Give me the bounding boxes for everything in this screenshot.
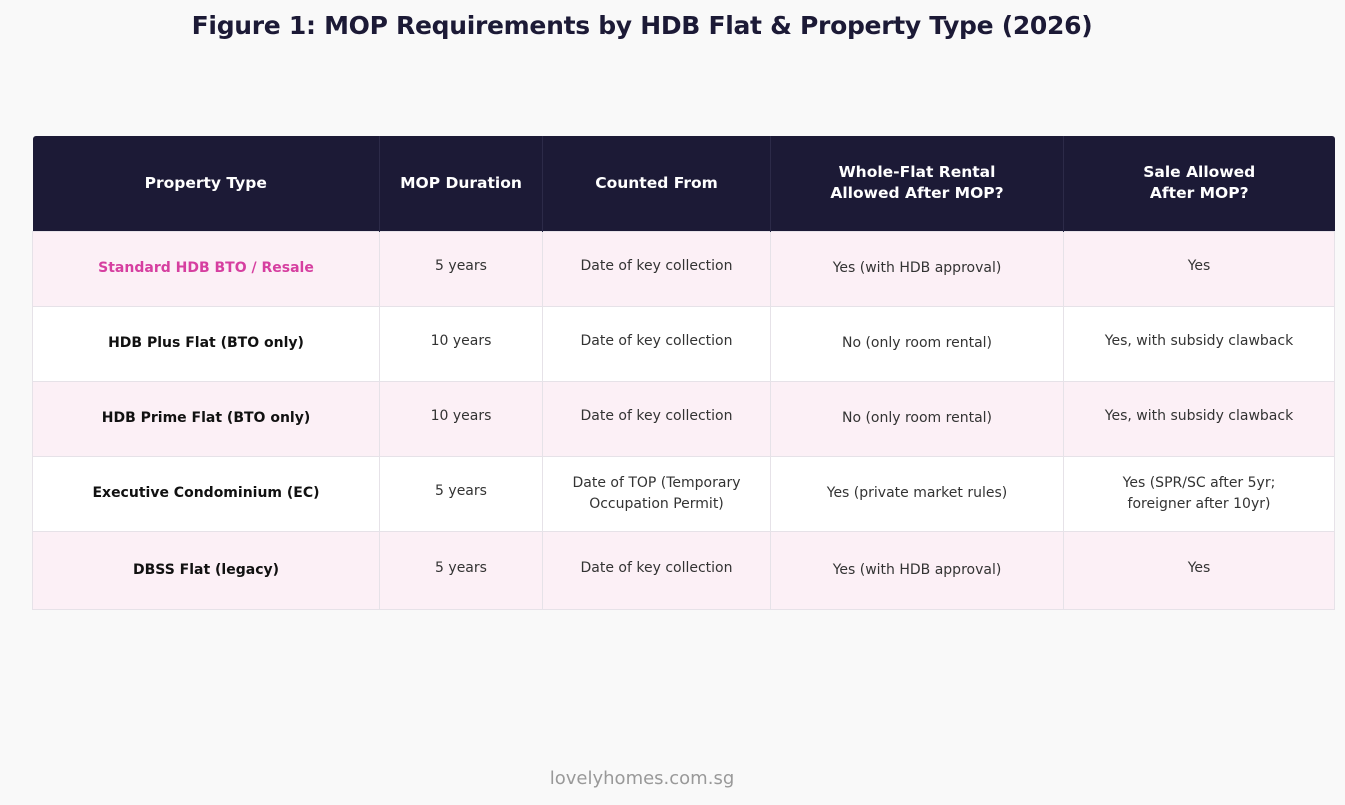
cell-sale: Yes — [1063, 530, 1335, 610]
header-label: MOP Duration — [400, 173, 522, 192]
cell-text-line1: Date of TOP (Temporary — [572, 474, 741, 491]
header-label-line1: Whole-Flat Rental — [838, 163, 996, 182]
cell-sale: Yes, with subsidy clawback — [1063, 305, 1335, 382]
header-property-type: Property Type — [32, 136, 380, 231]
cell-counted-from: Date of key collection — [542, 230, 771, 307]
table-row: DBSS Flat (legacy) 5 years Date of key c… — [32, 530, 1335, 610]
cell-property-type: HDB Plus Flat (BTO only) — [32, 305, 380, 382]
cell-text: Yes, with subsidy clawback — [1104, 408, 1294, 424]
cell-text: Yes, with subsidy clawback — [1104, 333, 1294, 349]
header-label-line2: Allowed After MOP? — [830, 184, 1004, 203]
cell-mop-duration: 10 years — [379, 380, 543, 457]
mop-requirements-table: Property Type MOP Duration Counted From … — [32, 136, 1335, 610]
cell-property-type: DBSS Flat (legacy) — [32, 530, 380, 610]
cell-property-type: Standard HDB BTO / Resale — [32, 230, 380, 307]
cell-text: Date of key collection — [580, 559, 733, 576]
cell-rental: Yes (private market rules) — [770, 455, 1064, 532]
cell-counted-from: Date of key collection — [542, 380, 771, 457]
header-mop-duration: MOP Duration — [379, 136, 543, 231]
cell-text-line2: Occupation Permit) — [589, 495, 724, 512]
cell-rental: Yes (with HDB approval) — [770, 230, 1064, 307]
cell-text-line2: foreigner after 10yr) — [1127, 495, 1271, 512]
header-whole-flat-rental: Whole-Flat Rental Allowed After MOP? — [770, 136, 1064, 231]
cell-sale: Yes (SPR/SC after 5yr; foreigner after 1… — [1063, 455, 1335, 532]
source-watermark: lovelyhomes.com.sg — [549, 768, 735, 789]
cell-counted-from: Date of key collection — [542, 305, 771, 382]
cell-property-type: HDB Prime Flat (BTO only) — [32, 380, 380, 457]
cell-text: Yes — [1187, 258, 1211, 274]
cell-rental: No (only room rental) — [770, 305, 1064, 382]
table-header-row: Property Type MOP Duration Counted From … — [32, 136, 1335, 231]
cell-rental: No (only room rental) — [770, 380, 1064, 457]
table-row: Executive Condominium (EC) 5 years Date … — [32, 455, 1335, 532]
cell-text: Date of key collection — [580, 258, 733, 274]
cell-text: Yes — [1187, 559, 1211, 576]
cell-text-line1: Yes (SPR/SC after 5yr; — [1122, 474, 1276, 491]
header-label: Property Type — [144, 173, 267, 192]
table-row: HDB Plus Flat (BTO only) 10 years Date o… — [32, 305, 1335, 382]
header-label: Counted From — [595, 173, 718, 192]
header-label-line2: After MOP? — [1149, 184, 1249, 203]
cell-mop-duration: 10 years — [379, 305, 543, 382]
header-counted-from: Counted From — [542, 136, 771, 231]
table-row: Standard HDB BTO / Resale 5 years Date o… — [32, 230, 1335, 307]
cell-sale: Yes, with subsidy clawback — [1063, 380, 1335, 457]
figure-title: Figure 1: MOP Requirements by HDB Flat &… — [191, 11, 1093, 40]
cell-mop-duration: 5 years — [379, 530, 543, 610]
cell-text: Date of key collection — [580, 333, 733, 349]
table-row: HDB Prime Flat (BTO only) 10 years Date … — [32, 380, 1335, 457]
cell-mop-duration: 5 years — [379, 455, 543, 532]
cell-sale: Yes — [1063, 230, 1335, 307]
header-sale-allowed: Sale Allowed After MOP? — [1063, 136, 1335, 231]
cell-mop-duration: 5 years — [379, 230, 543, 307]
cell-property-type: Executive Condominium (EC) — [32, 455, 380, 532]
header-label-line1: Sale Allowed — [1143, 163, 1256, 182]
cell-text: Date of key collection — [580, 408, 733, 424]
cell-counted-from: Date of key collection — [542, 530, 771, 610]
cell-rental: Yes (with HDB approval) — [770, 530, 1064, 610]
cell-counted-from: Date of TOP (Temporary Occupation Permit… — [542, 455, 771, 532]
